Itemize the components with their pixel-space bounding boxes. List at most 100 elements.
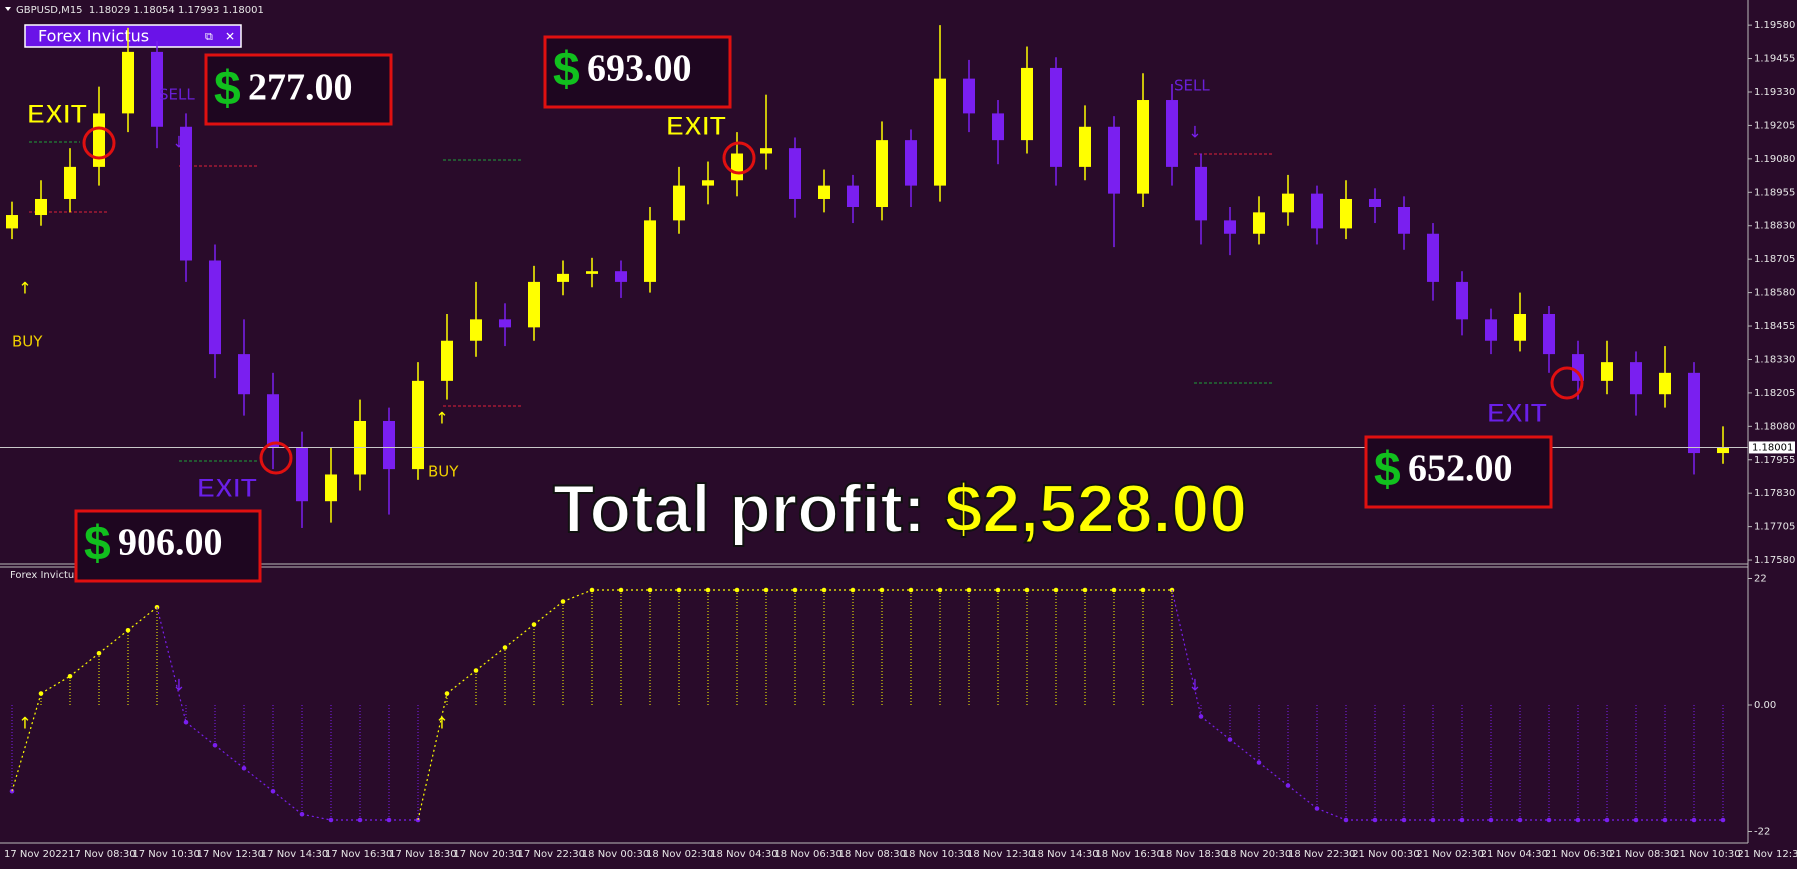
x-tick-label: 21 Nov 08:30 [1609,849,1676,860]
x-tick-label: 18 Nov 08:30 [839,849,906,860]
y-tick-label: 1.19580 [1754,20,1795,31]
indicator-step [272,790,303,815]
indicator-step [11,693,42,792]
profit-amount: 277.00 [248,67,353,109]
exit-label: EXIT [197,473,258,503]
candle-body [93,113,105,167]
exit-label: EXIT [1487,398,1548,428]
current-price-label: 1.18001 [1752,442,1793,453]
sell-arrow: ↓ [1188,676,1201,695]
profit-amount: 693.00 [587,48,692,90]
buy-label: BUY [428,463,459,481]
candle-body [267,394,279,448]
candle-body [1340,198,1352,229]
indicator-panel-title: Forex Invictus [38,27,149,46]
plot: 1.19580 1.19455 1.19330 1.19205 1.19080 1.189… [0,20,1797,860]
x-tick-label: 17 Nov 22:30 [518,849,585,860]
currency-symbol: $ [84,518,111,571]
candle-body [1485,319,1497,341]
exit-circle [722,141,756,175]
menu-arrow[interactable] [5,7,11,11]
x-tick-label: 17 Nov 18:30 [389,849,456,860]
candle-body [1630,362,1642,395]
x-tick-label: 21 Nov 10:30 [1673,849,1740,860]
y-tick-label: 1.17705 [1754,522,1795,533]
indicator-step [243,767,274,792]
indicator-panel[interactable] [24,24,242,48]
sell-arrow: ↓ [172,676,185,695]
candle-body [934,78,946,186]
x-tick-label: 21 Nov 12:30 [1737,849,1797,860]
candle-body [180,126,192,261]
candle-body [1282,193,1294,213]
y-tick-label: 1.18580 [1754,288,1795,299]
y-tick-label: 1.18705 [1754,254,1795,265]
candle-body [528,281,540,328]
indicator-step [1229,739,1260,763]
profit-amount: 906.00 [118,522,223,564]
y-tick-label: 1.18955 [1754,187,1795,198]
buy-label: BUY [12,333,43,351]
sell-arrow: ↓ [172,133,185,152]
buy-arrow: ↑ [435,714,448,733]
profit-box [1364,435,1553,509]
candle-body [673,185,685,221]
x-tick-label: 18 Nov 18:30 [1160,849,1227,860]
candle-body [1572,354,1584,381]
candle-body [1514,313,1526,341]
x-tick-label: 17 Nov 2022 [4,849,68,860]
x-tick-label: 18 Nov 04:30 [710,849,777,860]
candle-body [1717,447,1729,454]
x-tick-label: 18 Nov 06:30 [774,849,841,860]
indicator-step [417,693,448,821]
profit-amount: 652.00 [1408,448,1513,490]
candle-body [412,380,424,470]
y-tick-label: 1.19330 [1754,87,1795,98]
candle-body [1659,372,1671,395]
indicator-dot [1720,817,1726,823]
x-tick-label: 18 Nov 10:30 [903,849,970,860]
y-tick-label: 1.18080 [1754,421,1795,432]
candle-body [151,51,163,127]
candle-body [847,185,859,208]
candle-body [64,166,76,199]
profit-box [74,509,262,583]
y-tick-label: 1.19455 [1754,54,1795,65]
exit-circle [259,441,293,475]
candle-body [1166,100,1178,167]
indicator-step [562,589,593,603]
profit-boxes: $ 277.00 $ 693.00 $ 906.00 $ 652.00 [74,35,1553,583]
indicator-step [40,675,71,695]
close-button[interactable]: ✕ [225,30,235,44]
candle-body [702,180,714,186]
exit-label: EXIT [27,99,88,129]
x-tick-label: 18 Nov 16:30 [1095,849,1162,860]
candle-body [6,215,18,229]
candle-body [644,220,656,282]
buy-arrow: ↑ [18,714,31,733]
candle-body [1311,193,1323,229]
candle-body [818,185,830,199]
y-tick-label: 1.18205 [1754,388,1795,399]
candle-body [1224,220,1236,234]
candle-body [963,78,975,114]
indicator-step [98,629,129,654]
candle-body [1398,207,1410,234]
y-tick-label: 1.19205 [1754,120,1795,131]
candle-body [1079,126,1091,167]
indicator-step [446,670,477,694]
x-tick-label: 21 Nov 04:30 [1481,849,1548,860]
y-tick-label: 0.00 [1754,700,1776,711]
restore-button[interactable]: ⧉ [205,30,213,43]
y-tick-label: 1.17955 [1754,455,1795,466]
candle-body [1543,313,1555,355]
current-price-box [1749,441,1795,454]
y-tick-label: 22 [1754,574,1767,585]
candle-body [122,51,134,114]
total-profit-amount: $2,528.00 [945,471,1248,547]
candle-body [1050,67,1062,167]
sell-arrow: ↓ [1188,123,1201,142]
currency-symbol: $ [214,63,241,116]
